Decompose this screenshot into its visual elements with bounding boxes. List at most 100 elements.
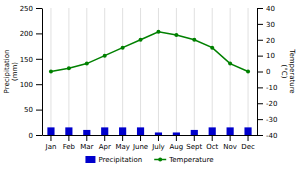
tick: Apr xyxy=(99,135,111,151)
bar xyxy=(244,127,251,135)
bar xyxy=(83,130,90,135)
legend-item: Precipitation xyxy=(85,156,142,164)
tick: Nov xyxy=(223,135,237,151)
grid-line xyxy=(122,8,123,135)
legend-marker xyxy=(158,158,162,162)
tick-label: June xyxy=(132,143,148,151)
marker xyxy=(85,62,89,66)
tick: June xyxy=(132,135,148,151)
tick: Mar xyxy=(80,135,93,151)
tick-label: Nov xyxy=(223,143,237,151)
bar xyxy=(47,127,54,135)
bar xyxy=(65,127,72,135)
bar xyxy=(119,127,126,135)
tick-mark xyxy=(36,33,42,34)
tick-label: 50 xyxy=(24,106,33,114)
marker xyxy=(49,70,53,74)
tick-mark xyxy=(36,135,42,136)
legend: PrecipitationTemperature xyxy=(85,156,213,164)
tick-mark xyxy=(36,110,42,111)
tick: 40 xyxy=(257,5,275,13)
axis: Jan Feb Mar Apr MayJuneJuly AugSept Oct Nov Dec xyxy=(43,135,258,151)
tick-label: Dec xyxy=(241,143,255,151)
tick-mark xyxy=(212,135,213,141)
tick-label: Apr xyxy=(99,143,111,151)
tick-label: 20 xyxy=(266,36,275,44)
marker xyxy=(192,38,196,42)
marker xyxy=(139,38,143,42)
tick-label: -10 xyxy=(266,84,277,92)
tick-mark xyxy=(230,135,231,141)
grid-line xyxy=(86,8,87,135)
tick-label: 40 xyxy=(266,5,275,13)
marks xyxy=(47,30,251,135)
marker xyxy=(156,30,160,34)
tick-label: Oct xyxy=(206,143,218,151)
grid-line xyxy=(194,8,195,135)
grid-line xyxy=(176,8,177,135)
tick-mark xyxy=(257,119,263,120)
bar xyxy=(191,130,198,135)
axis-line xyxy=(43,135,258,136)
tick: 0 xyxy=(29,132,42,140)
legend-swatch xyxy=(85,156,95,163)
tick-label: 10 xyxy=(266,52,275,60)
tick-mark xyxy=(257,24,263,25)
tick: 100 xyxy=(20,81,42,89)
tick-mark xyxy=(257,56,263,57)
tick: Oct xyxy=(206,135,218,151)
tick-label: Aug xyxy=(170,143,184,151)
bar xyxy=(137,127,144,135)
marker xyxy=(246,70,250,74)
line xyxy=(51,32,248,72)
marker xyxy=(103,54,107,58)
tick-mark xyxy=(194,135,195,141)
tick: -20 xyxy=(257,100,277,108)
tick-mark xyxy=(257,103,263,104)
tick: July xyxy=(151,135,165,151)
tick-label: 30 xyxy=(266,21,275,29)
tick-label: 150 xyxy=(20,56,33,64)
bar xyxy=(227,127,234,135)
tick-mark xyxy=(86,135,87,141)
grid-line xyxy=(104,8,105,135)
grid-line xyxy=(68,8,69,135)
tick: -30 xyxy=(257,116,277,124)
tick-mark xyxy=(104,135,105,141)
tick-label: 0 xyxy=(266,68,270,76)
tick-label: 200 xyxy=(20,30,33,38)
axis-line xyxy=(42,9,43,136)
marker xyxy=(228,62,232,66)
tick-mark xyxy=(176,135,177,141)
tick-label: Jan xyxy=(45,143,57,151)
markers xyxy=(49,30,250,74)
grid-line xyxy=(158,8,159,135)
tick: 0 xyxy=(257,68,270,76)
tick: -10 xyxy=(257,84,277,92)
tick: 200 xyxy=(20,30,42,38)
tick: 20 xyxy=(257,36,275,44)
marker xyxy=(174,33,178,37)
tick-mark xyxy=(50,135,51,141)
tick-label: 100 xyxy=(20,81,33,89)
tick-label: Feb xyxy=(63,143,76,151)
tick-mark xyxy=(257,135,263,136)
grid-line xyxy=(140,8,141,135)
bar xyxy=(173,132,180,135)
grid-line xyxy=(212,8,213,135)
tick-label: July xyxy=(151,143,165,151)
tick: -40 xyxy=(257,132,277,140)
bar xyxy=(101,127,108,135)
tick-label: 0 xyxy=(29,132,33,140)
tick-label: Sept xyxy=(186,143,202,151)
axis: -40 -30 -20 -10 0 10 20 30 40 xyxy=(257,5,277,140)
tick: May xyxy=(115,135,129,151)
tick-mark xyxy=(122,135,123,141)
tick: 10 xyxy=(257,52,275,60)
legend-label: Precipitation xyxy=(98,156,142,164)
tick-mark xyxy=(36,8,42,9)
tick-mark xyxy=(36,84,42,85)
tick: Feb xyxy=(63,135,76,151)
bar xyxy=(155,132,162,135)
grid-line xyxy=(230,8,231,135)
